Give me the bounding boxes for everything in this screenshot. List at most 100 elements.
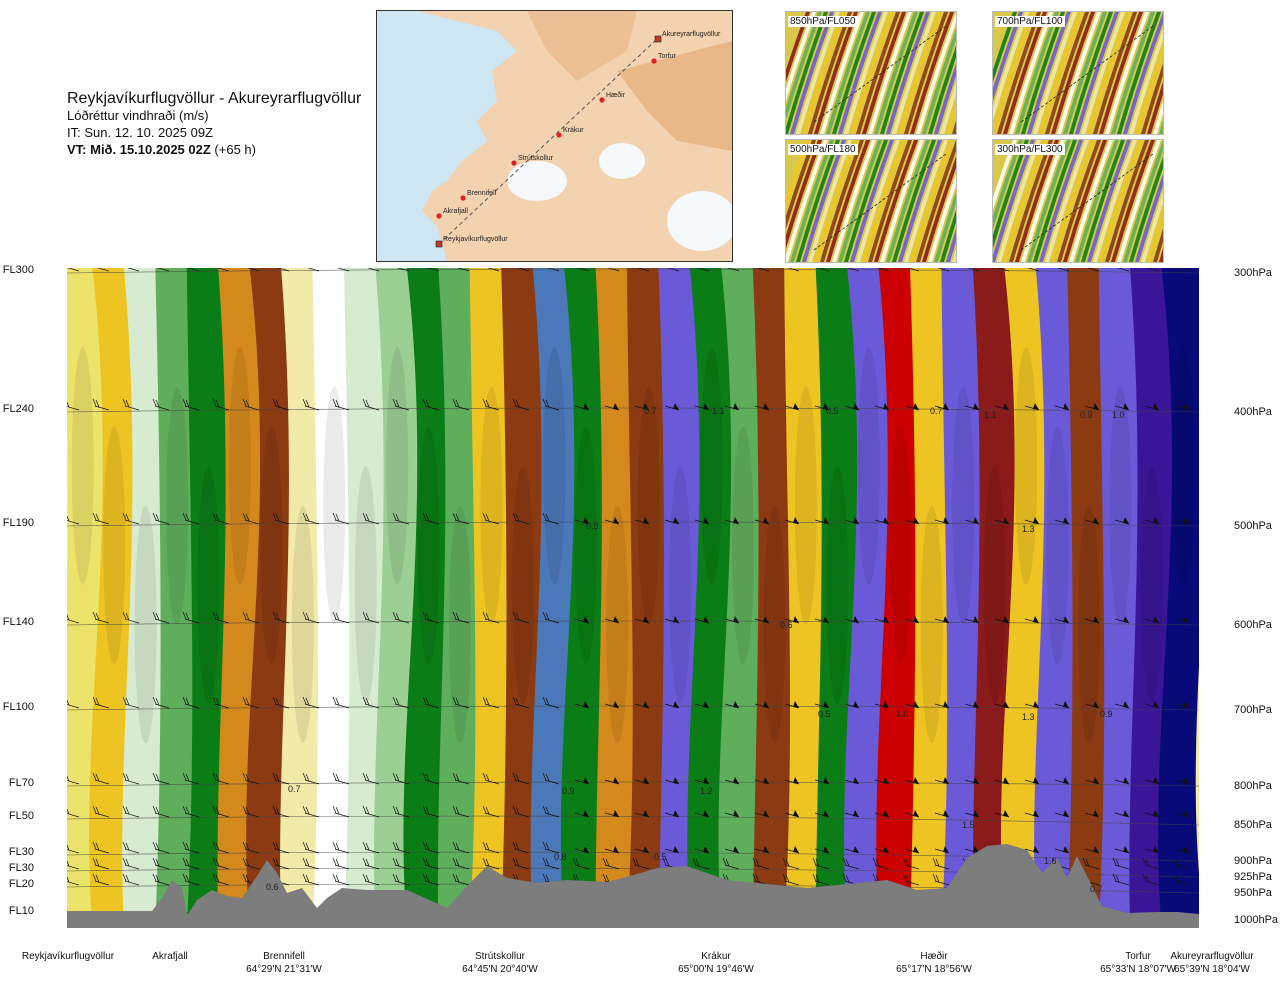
level-map-stripe bbox=[993, 12, 1035, 134]
wind-barb bbox=[512, 805, 530, 818]
wind-barb bbox=[1114, 701, 1130, 709]
wind-barb bbox=[1172, 857, 1190, 870]
wind-barb bbox=[784, 701, 800, 709]
wind-barb bbox=[242, 772, 260, 785]
wind-barb bbox=[67, 775, 80, 785]
wind-barb bbox=[1144, 517, 1160, 525]
level-map-stripe bbox=[844, 140, 888, 262]
wind-barb bbox=[452, 873, 470, 886]
wind-barb bbox=[122, 805, 140, 818]
level-map-stripe bbox=[1087, 12, 1131, 134]
velocity-band bbox=[1034, 268, 1082, 928]
velocity-core bbox=[826, 466, 849, 704]
level-map-stripe bbox=[832, 12, 876, 134]
wind-barb bbox=[904, 846, 920, 854]
wind-barb bbox=[694, 810, 710, 818]
wind-barb bbox=[784, 517, 800, 525]
level-map-stripe bbox=[1045, 140, 1089, 262]
wind-barb bbox=[602, 857, 620, 870]
wind-barb bbox=[1144, 810, 1160, 818]
wind-barb bbox=[1114, 616, 1130, 624]
wind-barb bbox=[277, 268, 290, 272]
wind-barb bbox=[727, 268, 740, 272]
level-map-stripe bbox=[928, 173, 956, 262]
contour-value-label: 1.0 bbox=[1112, 410, 1125, 420]
wind-barb bbox=[67, 401, 80, 411]
contour-value-label: 0.5 bbox=[654, 852, 667, 862]
level-map-stripe bbox=[1057, 140, 1101, 262]
waypoint-label: Akrafjall bbox=[443, 208, 468, 215]
wind-barb bbox=[362, 611, 380, 624]
velocity-band bbox=[1158, 268, 1199, 928]
wind-barb bbox=[212, 841, 230, 854]
level-map-stripe bbox=[1021, 12, 1065, 134]
wind-barb bbox=[67, 614, 80, 624]
wind-barb bbox=[634, 846, 650, 854]
wind-barb bbox=[332, 611, 350, 624]
pressure-level-label: 1000hPa bbox=[1234, 914, 1279, 926]
vertical-velocity-bands bbox=[67, 268, 1199, 928]
waypoint-marker bbox=[654, 35, 662, 43]
pressure-level-label: 800hPa bbox=[1234, 780, 1272, 792]
level-map-stripe bbox=[796, 140, 840, 262]
wind-barb bbox=[874, 517, 890, 525]
wind-barb bbox=[302, 398, 320, 411]
wind-barb bbox=[1117, 268, 1130, 272]
level-map-stripe bbox=[1063, 140, 1107, 262]
wind-barb bbox=[1144, 616, 1160, 624]
wind-barb bbox=[694, 701, 710, 709]
wind-barb bbox=[92, 857, 110, 870]
wind-barb bbox=[934, 777, 950, 785]
level-map-stripe bbox=[856, 140, 900, 262]
wind-barb bbox=[392, 873, 410, 886]
glacier-hofsjokull bbox=[599, 143, 645, 179]
wind-barb bbox=[332, 696, 350, 709]
level-map-stripe bbox=[820, 12, 864, 134]
wind-barb bbox=[574, 846, 590, 854]
velocity-band bbox=[627, 268, 671, 928]
flight-level-label: FL100 bbox=[2, 701, 34, 713]
wind-barb bbox=[272, 611, 290, 624]
level-map-stripe bbox=[997, 140, 1041, 262]
wind-barb bbox=[182, 857, 200, 870]
wind-barb bbox=[122, 611, 140, 624]
wind-barb bbox=[904, 810, 920, 818]
velocity-band bbox=[122, 268, 170, 928]
wind-barb bbox=[724, 616, 740, 624]
waypoint-label: Reykjavíkurflugvöllur bbox=[443, 236, 508, 243]
level-map-stripe bbox=[832, 140, 876, 262]
level-map-stripe bbox=[1129, 28, 1163, 134]
wind-barb bbox=[242, 611, 260, 624]
level-map-stripe bbox=[1153, 100, 1163, 134]
level-map-stripe bbox=[904, 140, 948, 262]
wind-barb bbox=[482, 857, 500, 870]
velocity-band bbox=[437, 268, 483, 928]
wind-barb bbox=[1172, 873, 1190, 886]
velocity-band bbox=[844, 268, 895, 928]
velocity-core bbox=[763, 505, 786, 744]
wind-barb bbox=[1174, 777, 1190, 785]
level-map-route bbox=[1020, 153, 1154, 251]
velocity-core bbox=[134, 505, 157, 744]
waypoint-marker bbox=[511, 160, 517, 166]
location-name: Hæðir bbox=[920, 951, 948, 962]
wind-barb bbox=[422, 805, 440, 818]
location-name: Reykjavíkurflugvöllur bbox=[21, 951, 115, 962]
contour-value-label: 1.1 bbox=[712, 406, 725, 416]
wind-barb bbox=[664, 701, 680, 709]
wind-barb bbox=[1024, 810, 1040, 818]
velocity-core bbox=[857, 347, 880, 585]
level-map-stripe bbox=[838, 12, 882, 134]
wind-barb bbox=[302, 512, 320, 525]
wind-barb bbox=[212, 696, 230, 709]
pressure-level-line bbox=[67, 521, 1199, 527]
wind-barb bbox=[452, 512, 470, 525]
wind-barb bbox=[967, 268, 980, 272]
wind-barb bbox=[302, 805, 320, 818]
velocity-band bbox=[910, 268, 954, 928]
wind-barb bbox=[724, 846, 740, 854]
wind-barb bbox=[482, 512, 500, 525]
contour-value-label: 0.5 bbox=[826, 406, 839, 416]
pressure-level-label: 500hPa bbox=[1234, 520, 1272, 532]
wind-barb bbox=[874, 701, 890, 709]
